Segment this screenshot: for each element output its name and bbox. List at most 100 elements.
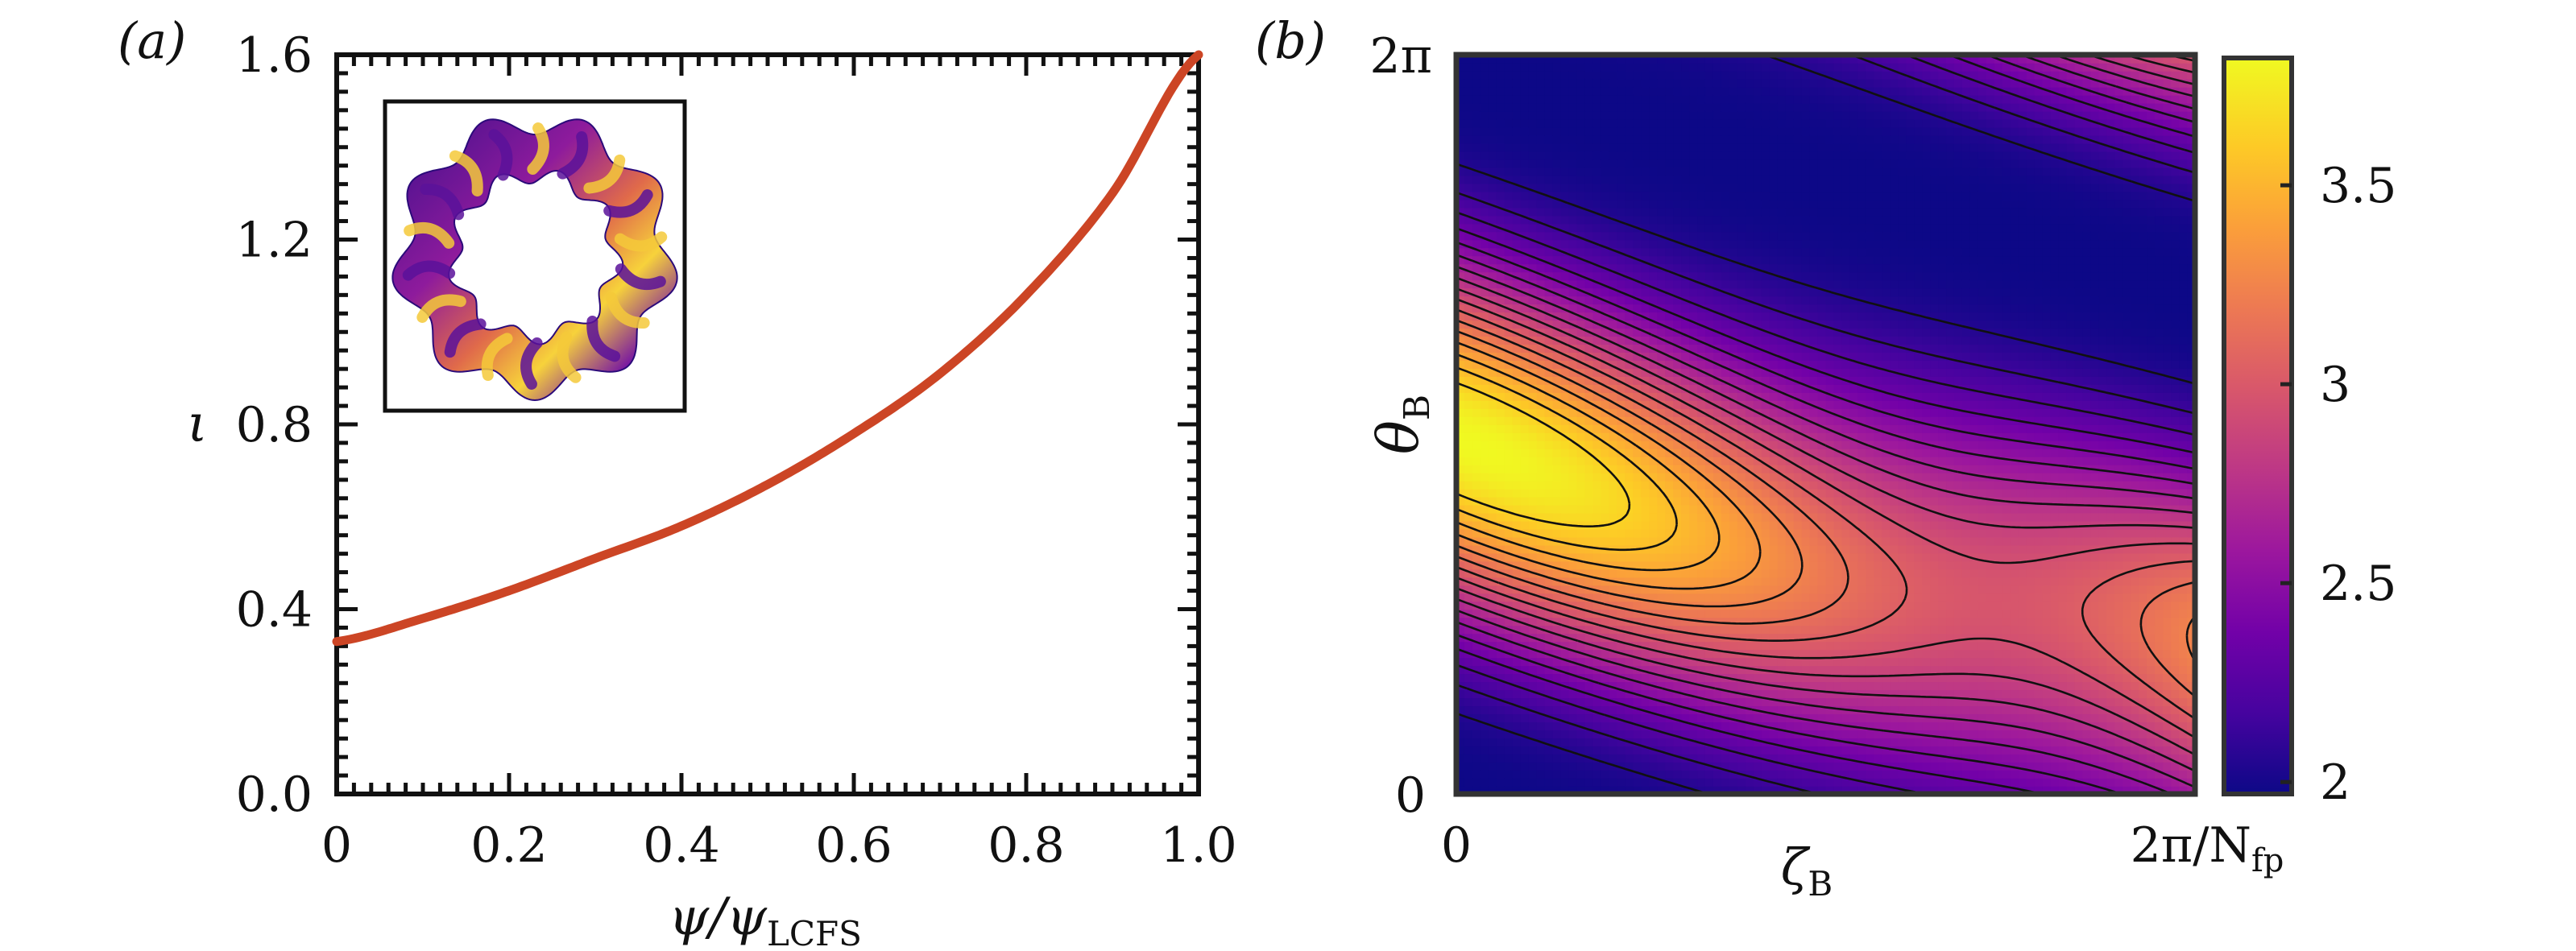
heatmap-cell xyxy=(1737,223,1746,233)
heatmap-cell xyxy=(1673,625,1682,635)
heatmap-cell xyxy=(1825,215,1835,225)
heatmap-cell xyxy=(1849,263,1859,273)
heatmap-cell xyxy=(1665,328,1674,337)
heatmap-cell xyxy=(1801,199,1811,209)
heatmap-cell xyxy=(1761,440,1770,449)
heatmap-cell xyxy=(1697,560,1706,570)
heatmap-cell xyxy=(1512,304,1522,313)
heatmap-cell xyxy=(1721,496,1730,506)
heatmap-cell xyxy=(1841,472,1851,482)
heatmap-cell xyxy=(1625,223,1634,233)
heatmap-cell xyxy=(1480,110,1489,120)
heatmap-cell xyxy=(1817,577,1827,586)
heatmap-cell xyxy=(1456,730,1465,738)
heatmap-cell xyxy=(1785,536,1795,546)
heatmap-cell xyxy=(1560,336,1570,345)
heatmap-cell xyxy=(1753,617,1762,626)
heatmap-cell xyxy=(1488,738,1497,746)
heatmap-cell xyxy=(1584,528,1594,538)
heatmap-cell xyxy=(1785,110,1795,120)
heatmap-cell xyxy=(1761,480,1770,490)
heatmap-cell xyxy=(1528,649,1538,659)
heatmap-cell xyxy=(1552,480,1562,490)
heatmap-cell xyxy=(1801,175,1811,184)
heatmap-cell xyxy=(1689,480,1698,490)
panel-a-label: (a) xyxy=(118,11,186,70)
heatmap-cell xyxy=(1665,312,1674,321)
heatmap-cell xyxy=(1504,223,1514,233)
heatmap-cell xyxy=(1480,271,1489,281)
heatmap-cell xyxy=(1456,512,1465,522)
heatmap-cell xyxy=(1649,134,1658,144)
heatmap-cell xyxy=(1665,585,1674,594)
heatmap-cell xyxy=(1785,569,1795,578)
heatmap-cell xyxy=(1697,480,1706,490)
heatmap-cell xyxy=(1568,480,1578,490)
heatmap-cell xyxy=(1592,86,1602,96)
heatmap-cell xyxy=(1657,520,1666,530)
heatmap-cell xyxy=(1809,159,1819,168)
heatmap-cell xyxy=(1657,448,1666,457)
heatmap-cell xyxy=(1568,601,1578,610)
heatmap-cell xyxy=(1729,536,1738,546)
heatmap-cell xyxy=(1472,223,1481,233)
heatmap-cell xyxy=(1641,536,1650,546)
heatmap-cell xyxy=(1753,78,1762,88)
heatmap-cell xyxy=(1793,520,1803,530)
heatmap-cell xyxy=(1520,304,1530,313)
heatmap-cell xyxy=(1745,70,1754,80)
heatmap-cell xyxy=(1464,609,1473,618)
heatmap-cell xyxy=(1841,271,1851,281)
heatmap-cell xyxy=(1817,183,1827,192)
heatmap-cell xyxy=(1520,368,1530,377)
heatmap-cell xyxy=(1584,408,1594,417)
heatmap-cell xyxy=(1721,408,1730,417)
heatmap-cell xyxy=(1673,376,1682,385)
heatmap-cell xyxy=(1544,151,1554,160)
heatmap-cell xyxy=(1681,770,1690,779)
heatmap-cell xyxy=(1801,641,1811,651)
heatmap-cell xyxy=(1745,730,1754,738)
heatmap-cell xyxy=(1841,480,1851,490)
heatmap-cell xyxy=(1560,464,1570,473)
heatmap-cell xyxy=(1857,730,1867,738)
heatmap-cell xyxy=(1753,689,1762,699)
heatmap-cell xyxy=(1560,287,1570,297)
heatmap-cell xyxy=(1584,786,1594,794)
heatmap-cell xyxy=(1713,577,1722,586)
heatmap-cell xyxy=(1601,440,1610,449)
heatmap-cell xyxy=(1601,344,1610,353)
heatmap-cell xyxy=(1841,62,1851,72)
heatmap-cell xyxy=(1568,255,1578,265)
heatmap-cell xyxy=(1617,786,1626,794)
heatmap-cell xyxy=(1560,528,1570,538)
heatmap-cell xyxy=(1857,424,1867,433)
heatmap-cell xyxy=(1472,730,1481,738)
torus-inset xyxy=(383,99,687,413)
heatmap-cell xyxy=(1833,746,1843,755)
torus-stripe xyxy=(416,294,466,323)
heatmap-cell xyxy=(1609,55,1618,64)
heatmap-cell xyxy=(1584,376,1594,385)
heatmap-cell xyxy=(1761,528,1770,538)
heatmap-cell xyxy=(1601,110,1610,120)
heatmap-cell xyxy=(1456,641,1465,651)
heatmap-cell xyxy=(1753,593,1762,602)
heatmap-cell xyxy=(1785,464,1795,473)
heatmap-cell xyxy=(1737,609,1746,618)
heatmap-cell xyxy=(1609,118,1618,128)
heatmap-cell xyxy=(1480,416,1489,425)
heatmap-cell xyxy=(1520,544,1530,554)
heatmap-cell xyxy=(1560,207,1570,217)
heatmap-cell xyxy=(1609,424,1618,433)
heatmap-cell xyxy=(1849,167,1859,176)
heatmap-cell xyxy=(1721,271,1730,281)
heatmap-cell xyxy=(1833,601,1843,610)
heatmap-cell xyxy=(1817,231,1827,241)
heatmap-cell xyxy=(1592,400,1602,409)
heatmap-cell xyxy=(1568,552,1578,562)
heatmap-cell xyxy=(1665,263,1674,273)
heatmap-cell xyxy=(1753,118,1762,128)
heatmap-cell xyxy=(1592,472,1602,482)
heatmap-cell xyxy=(1609,738,1618,746)
